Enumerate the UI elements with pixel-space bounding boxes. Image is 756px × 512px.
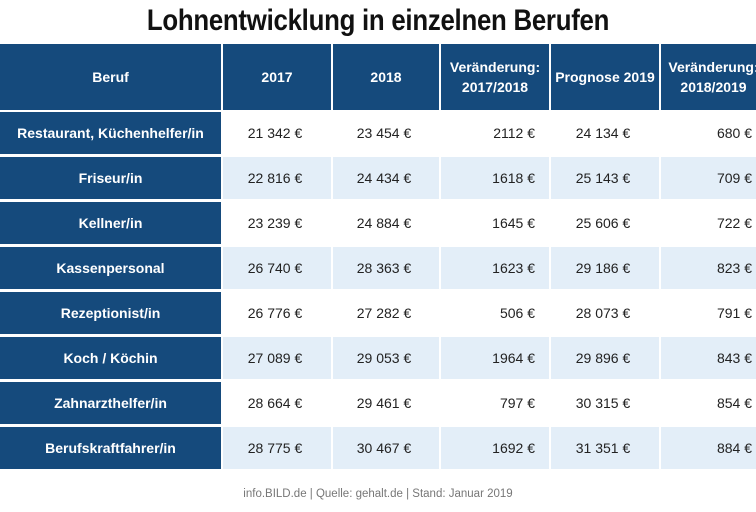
salary-2018-cell: 24 434 €: [333, 157, 439, 202]
change-2018-2019-cell: 791 €: [661, 292, 756, 337]
wage-table: Beruf 2017 2018 Veränderung: 2017/2018 P…: [0, 44, 756, 472]
salary-2017-cell: 28 775 €: [223, 427, 331, 472]
change-2017-2018-cell: 1645 €: [441, 202, 549, 247]
change-2018-2019-cell: 843 €: [661, 337, 756, 382]
job-cell: Kassenpersonal: [0, 247, 221, 292]
column-header-2018: 2018: [333, 44, 439, 112]
change-2017-2018-cell: 1618 €: [441, 157, 549, 202]
table-header-row: Beruf 2017 2018 Veränderung: 2017/2018 P…: [0, 44, 756, 112]
salary-2017-cell: 26 776 €: [223, 292, 331, 337]
change-2017-2018-cell: 506 €: [441, 292, 549, 337]
table-row: Restaurant, Küchenhelfer/in 21 342 € 23 …: [0, 112, 756, 157]
forecast-2019-cell: 31 351 €: [551, 427, 659, 472]
change-2017-2018-cell: 1623 €: [441, 247, 549, 292]
salary-2017-cell: 27 089 €: [223, 337, 331, 382]
forecast-2019-cell: 30 315 €: [551, 382, 659, 427]
change-2018-2019-cell: 854 €: [661, 382, 756, 427]
table-row: Rezeptionist/in 26 776 € 27 282 € 506 € …: [0, 292, 756, 337]
change-2018-2019-cell: 823 €: [661, 247, 756, 292]
job-cell: Restaurant, Küchenhelfer/in: [0, 112, 221, 157]
forecast-2019-cell: 25 143 €: [551, 157, 659, 202]
column-header-change-2018-2019: Veränderung: 2018/2019: [661, 44, 756, 112]
forecast-2019-cell: 29 896 €: [551, 337, 659, 382]
source-footer: info.BILD.de | Quelle: gehalt.de | Stand…: [243, 488, 513, 500]
table-row: Koch / Köchin 27 089 € 29 053 € 1964 € 2…: [0, 337, 756, 382]
job-cell: Rezeptionist/in: [0, 292, 221, 337]
forecast-2019-cell: 24 134 €: [551, 112, 659, 157]
salary-2018-cell: 30 467 €: [333, 427, 439, 472]
change-2017-2018-cell: 1692 €: [441, 427, 549, 472]
column-header-forecast-2019: Prognose 2019: [551, 44, 659, 112]
salary-2018-cell: 27 282 €: [333, 292, 439, 337]
salary-2018-cell: 28 363 €: [333, 247, 439, 292]
change-2017-2018-cell: 1964 €: [441, 337, 549, 382]
table-row: Friseur/in 22 816 € 24 434 € 1618 € 25 1…: [0, 157, 756, 202]
change-2017-2018-cell: 797 €: [441, 382, 549, 427]
job-cell: Berufskraftfahrer/in: [0, 427, 221, 472]
change-2018-2019-cell: 680 €: [661, 112, 756, 157]
forecast-2019-cell: 29 186 €: [551, 247, 659, 292]
job-cell: Zahnarzthelfer/in: [0, 382, 221, 427]
job-cell: Koch / Köchin: [0, 337, 221, 382]
salary-2018-cell: 24 884 €: [333, 202, 439, 247]
salary-2018-cell: 29 053 €: [333, 337, 439, 382]
salary-2017-cell: 23 239 €: [223, 202, 331, 247]
salary-2018-cell: 29 461 €: [333, 382, 439, 427]
salary-2017-cell: 21 342 €: [223, 112, 331, 157]
table-row: Zahnarzthelfer/in 28 664 € 29 461 € 797 …: [0, 382, 756, 427]
column-header-beruf: Beruf: [0, 44, 221, 112]
forecast-2019-cell: 28 073 €: [551, 292, 659, 337]
table-row: Kassenpersonal 26 740 € 28 363 € 1623 € …: [0, 247, 756, 292]
table-row: Kellner/in 23 239 € 24 884 € 1645 € 25 6…: [0, 202, 756, 247]
column-header-2017: 2017: [223, 44, 331, 112]
change-2017-2018-cell: 2112 €: [441, 112, 549, 157]
forecast-2019-cell: 25 606 €: [551, 202, 659, 247]
change-2018-2019-cell: 709 €: [661, 157, 756, 202]
job-cell: Kellner/in: [0, 202, 221, 247]
change-2018-2019-cell: 722 €: [661, 202, 756, 247]
job-cell: Friseur/in: [0, 157, 221, 202]
salary-2017-cell: 28 664 €: [223, 382, 331, 427]
column-header-change-2017-2018: Veränderung: 2017/2018: [441, 44, 549, 112]
change-2018-2019-cell: 884 €: [661, 427, 756, 472]
page-title: Lohnentwicklung in einzelnen Berufen: [146, 4, 610, 37]
salary-2018-cell: 23 454 €: [333, 112, 439, 157]
table-row: Berufskraftfahrer/in 28 775 € 30 467 € 1…: [0, 427, 756, 472]
salary-2017-cell: 26 740 €: [223, 247, 331, 292]
salary-2017-cell: 22 816 €: [223, 157, 331, 202]
